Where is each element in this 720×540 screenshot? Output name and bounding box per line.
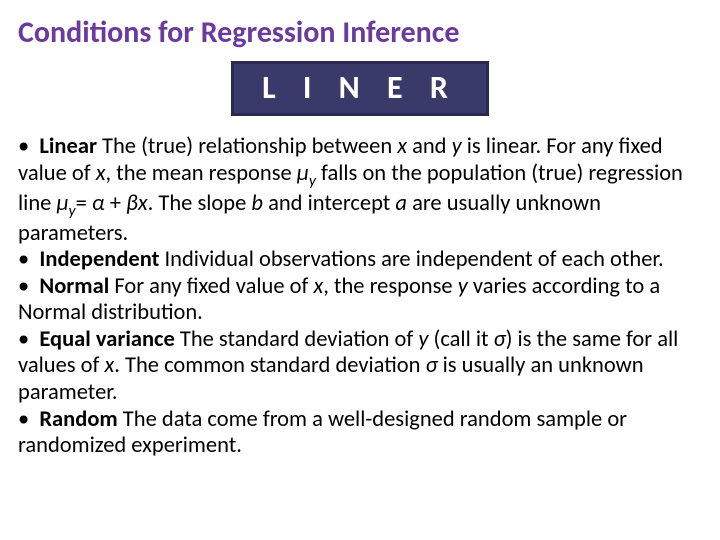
bullet-item: • Linear The (true) relationship between… — [18, 134, 702, 247]
acronym-container: L I N E R — [18, 61, 702, 116]
bullet-item: • Normal For any fixed value of x, the r… — [18, 274, 702, 327]
bullet-term: Random — [39, 406, 117, 433]
bullet-term: Equal variance — [39, 326, 174, 353]
bullet-item: • Independent Individual observations ar… — [18, 247, 702, 274]
slide-title: Conditions for Regression Inference — [18, 14, 702, 51]
bullet-term: Linear — [39, 133, 97, 160]
bullet-term: Normal — [39, 273, 109, 300]
bullet-item: • Random The data come from a well-desig… — [18, 407, 702, 460]
acronym-box: L I N E R — [231, 61, 489, 116]
bullet-item: • Equal variance The standard deviation … — [18, 327, 702, 407]
bullet-term: Independent — [39, 246, 159, 273]
bullet-list: • Linear The (true) relationship between… — [18, 134, 702, 460]
